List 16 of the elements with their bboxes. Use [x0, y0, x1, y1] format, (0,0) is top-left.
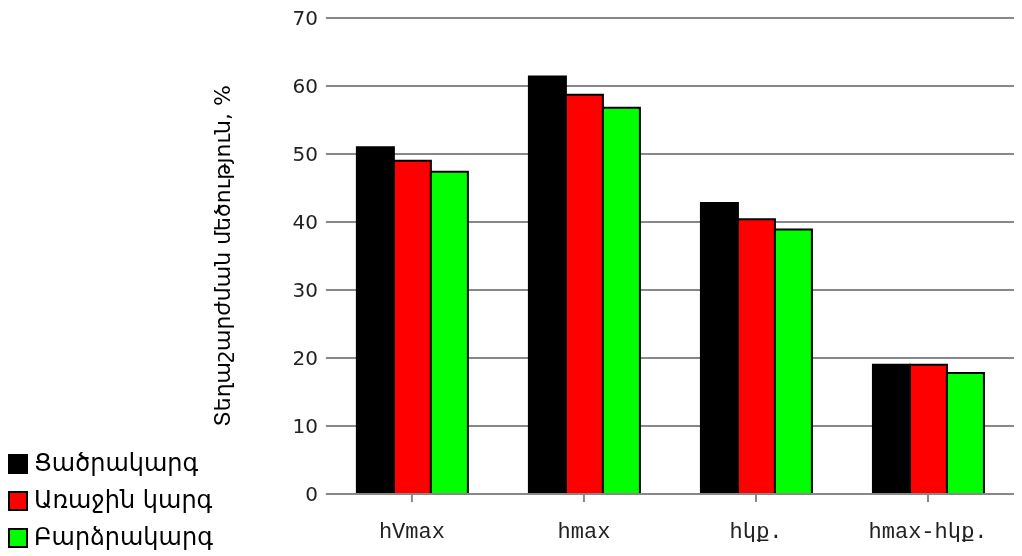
y-tick-label: 40: [292, 210, 318, 235]
legend-label: Ցածրակարգ: [34, 448, 199, 479]
y-tick-label: 50: [292, 142, 318, 167]
x-tick-label: hկք.: [729, 519, 783, 545]
y-tick-label: 20: [292, 346, 318, 371]
x-tick-label: hmax: [557, 519, 611, 545]
y-tick-label: 60: [292, 74, 318, 99]
y-tick-label: 70: [292, 6, 318, 31]
y-tick-label: 10: [292, 414, 318, 439]
x-tick-label: hVmax: [378, 519, 445, 545]
y-axis-title: Տեղաշարժման մեծություն, %: [209, 85, 235, 427]
legend-label: Առաջին կարգ: [34, 485, 213, 516]
x-tick-label: hmax-hկք.: [868, 519, 988, 545]
legend-label: Բարձրակարգ: [34, 522, 213, 553]
y-tick-label: 0: [305, 482, 318, 507]
y-tick-label: 30: [292, 278, 318, 303]
